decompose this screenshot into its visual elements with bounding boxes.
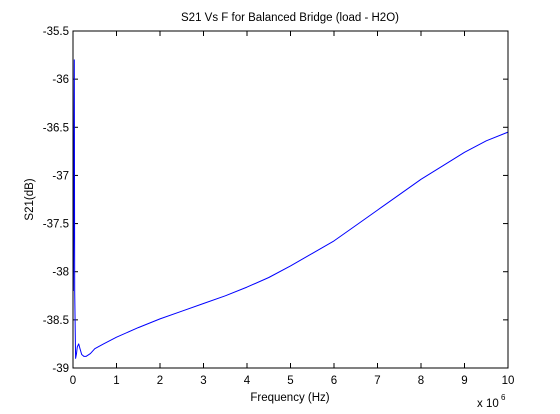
x-tick-label: 3 [200, 375, 206, 387]
y-tick-label: -39 [52, 363, 69, 375]
y-tick-label: -38 [52, 267, 69, 279]
series-line [72, 59, 509, 359]
x-tick-label: 9 [461, 375, 467, 387]
y-tick-label: -36.5 [43, 122, 69, 134]
plot-area-background [73, 31, 508, 368]
x-tick-label: 0 [70, 375, 76, 387]
x-tick-label: 7 [374, 375, 380, 387]
y-tick-label: -35.5 [43, 26, 69, 38]
x-tick-label: 4 [244, 375, 251, 387]
y-tick-label: -38.5 [43, 315, 69, 327]
x-axis-title: Frequency (Hz) [250, 392, 329, 404]
x-tick-label: 8 [418, 375, 424, 387]
y-tick-label: -36 [52, 74, 69, 86]
y-tick-label: -37.5 [43, 219, 69, 231]
x-tick-label: 10 [502, 375, 515, 387]
chart-title: S21 Vs F for Balanced Bridge (load - H2O… [181, 12, 399, 24]
y-axis-title: S21(dB) [24, 178, 36, 220]
plot-frame [72, 30, 509, 369]
y-tick-label: -37 [52, 170, 69, 182]
x-tick-label: 5 [287, 375, 293, 387]
x-axis-multiplier: x 10 [477, 398, 499, 410]
series-layer [72, 59, 509, 359]
ticks-layer: 0 1 2 3 4 5 6 7 8 9 10 -39 -38.5 -38 -37.5 -37 -36.5 -36 -… [43, 26, 515, 387]
x-tick-label: 2 [157, 375, 163, 387]
x-tick-label: 1 [113, 375, 119, 387]
x-axis-multiplier-exponent: 6 [501, 393, 506, 402]
x-tick-label: 6 [331, 375, 337, 387]
